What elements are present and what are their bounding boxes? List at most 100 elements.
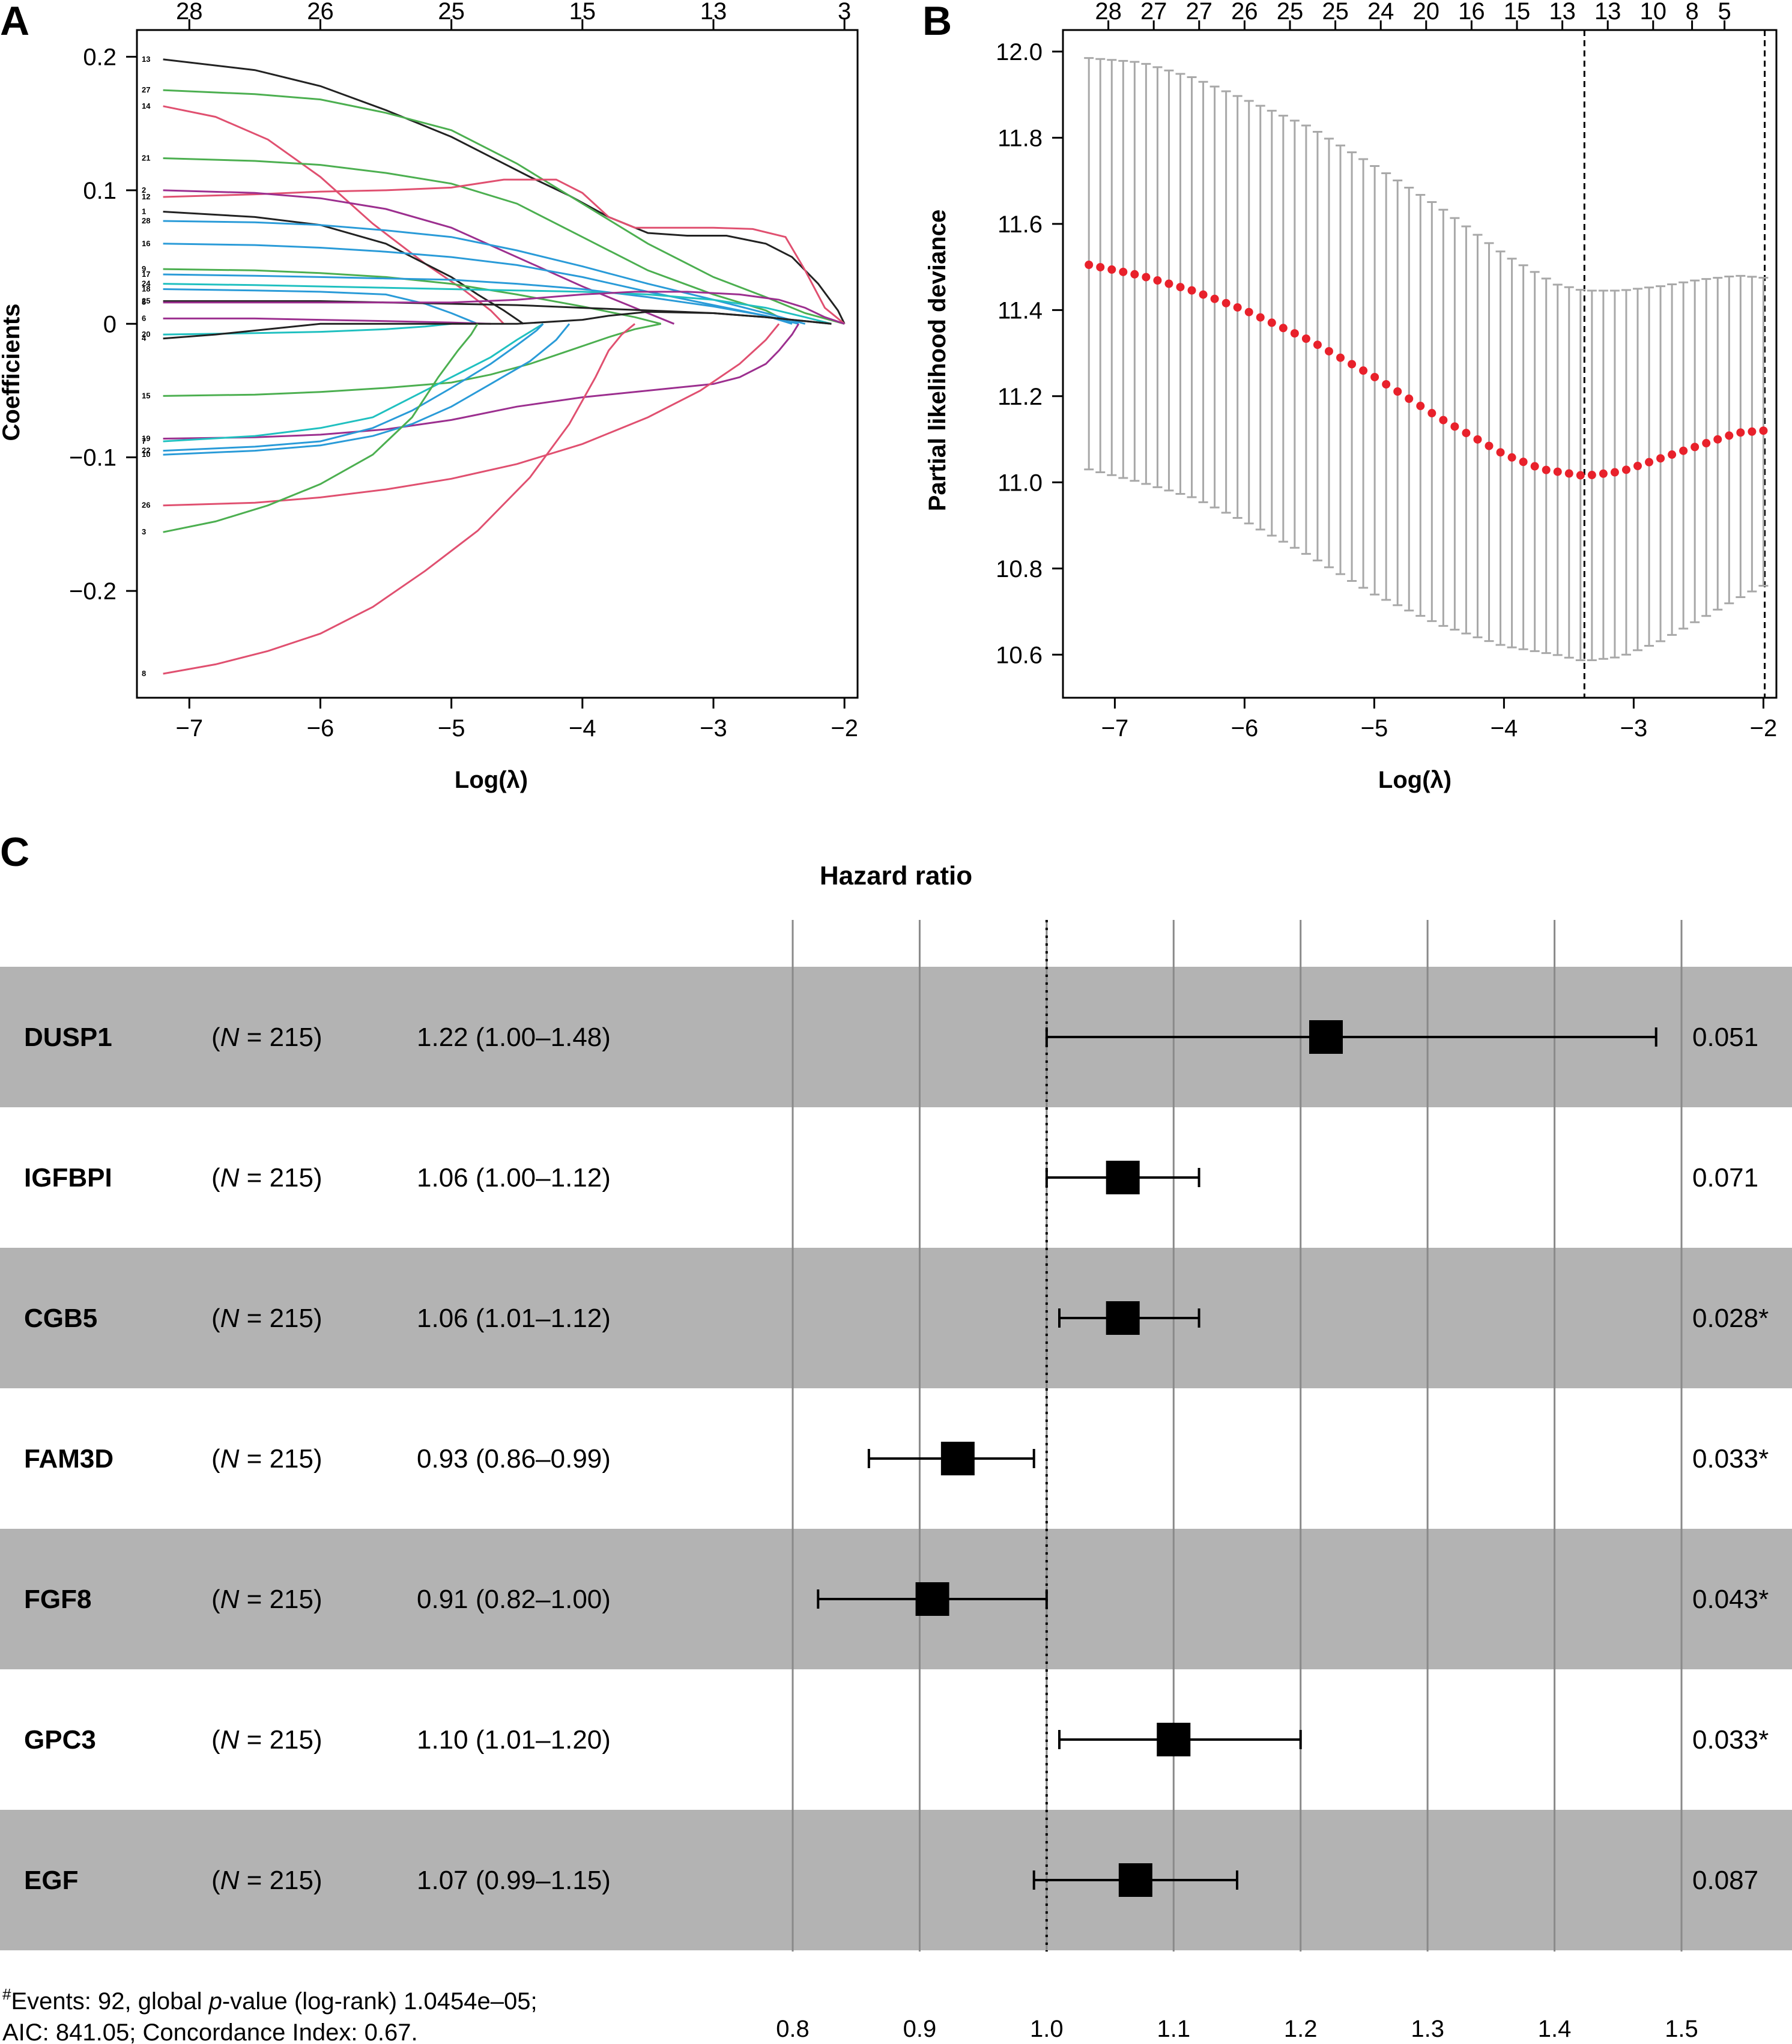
- cv-mean-point: [1164, 279, 1173, 288]
- coefficient-path-21: [163, 157, 793, 325]
- cv-mean-point: [1725, 431, 1734, 440]
- cv-mean-point: [1142, 273, 1151, 282]
- panel-a-top-tick-label: 26: [307, 0, 334, 25]
- panel-b-x-tick-label: −6: [1231, 715, 1259, 742]
- cv-mean-point: [1085, 260, 1094, 269]
- cv-mean-point: [1267, 318, 1276, 327]
- panel-a-y-tick-label: −0.2: [69, 578, 117, 605]
- panel-b-y-tick-label: 11.2: [997, 384, 1043, 410]
- panel-b-plot-frame: [1062, 29, 1778, 699]
- coefficient-path-5: [163, 291, 845, 325]
- forest-hr-ci-label: 1.07 (0.99–1.15): [417, 1866, 611, 1895]
- coefficient-path-label: 13: [142, 55, 150, 64]
- panel-b-top-tick-label: 25: [1277, 0, 1304, 25]
- panel-b-letter: B: [922, 0, 952, 44]
- coefficient-path-label: 15: [142, 391, 150, 400]
- coefficient-path-label: 27: [142, 85, 150, 94]
- panel-a-letter: A: [0, 0, 29, 44]
- panel-b-top-tick-label: 16: [1458, 0, 1485, 25]
- coefficient-path-13: [163, 58, 846, 324]
- forest-gene-label: FGF8: [24, 1585, 91, 1614]
- panel-b-top-tick-label: 5: [1718, 0, 1731, 25]
- cv-mean-point: [1382, 379, 1391, 389]
- coefficient-path-18: [163, 288, 478, 325]
- panel-b: B Log(λ) Partial likelihood deviance −7 −…: [922, 0, 1778, 793]
- cv-mean-point: [1359, 366, 1368, 375]
- forest-p-value: 0.051: [1692, 1023, 1758, 1052]
- cv-mean-point: [1645, 458, 1654, 467]
- panel-b-y-tick-label: 11.8: [997, 125, 1043, 151]
- forest-hr-ci-label: 1.22 (1.00–1.48): [417, 1023, 611, 1052]
- cv-mean-point: [1462, 429, 1471, 438]
- forest-row-band: [0, 1810, 1792, 1950]
- panel-b-y-tick-label: 11.6: [997, 211, 1043, 238]
- coefficient-path-3: [163, 323, 479, 533]
- forest-x-tick-label: 0.9: [903, 2016, 937, 2042]
- forest-gene-label: EGF: [24, 1866, 78, 1895]
- panel-a-x-tick-label: −6: [307, 715, 334, 742]
- forest-x-tick-label: 1.0: [1030, 2016, 1064, 2042]
- forest-hr-ci-label: 0.91 (0.82–1.00): [417, 1585, 611, 1614]
- panel-a-x-axis-label: Log(λ): [455, 767, 528, 793]
- panel-a-y-tick-label: 0.2: [83, 44, 117, 70]
- cv-mean-point: [1702, 439, 1711, 448]
- cv-mean-point: [1656, 454, 1665, 463]
- panel-a-x-tick-label: −7: [175, 715, 203, 742]
- forest-n-label: (N = 215): [211, 1866, 322, 1895]
- coefficient-path-8: [163, 323, 636, 675]
- forest-hr-square: [1118, 1863, 1152, 1897]
- cv-mean-point: [1348, 360, 1357, 369]
- panel-a-y-tick-label: −0.1: [69, 445, 117, 471]
- coefficient-path-label: 1: [142, 207, 146, 216]
- panel-b-y-tick-label: 11.4: [997, 297, 1043, 324]
- cv-mean-point: [1713, 435, 1722, 444]
- cv-mean-point: [1221, 298, 1230, 307]
- forest-gene-label: DUSP1: [24, 1023, 112, 1052]
- coefficient-path-12: [163, 178, 846, 325]
- cv-mean-point: [1427, 409, 1436, 418]
- footnote-events: Events: 92, global: [11, 1988, 208, 2015]
- coefficient-path-19: [163, 323, 800, 440]
- forest-hr-square: [940, 1442, 975, 1475]
- coefficient-path-label: 8: [142, 669, 146, 678]
- cv-mean-point: [1199, 290, 1208, 299]
- coefficient-path-label: 14: [142, 101, 151, 110]
- forest-n-label: (N = 215): [211, 1304, 322, 1333]
- panel-b-top-tick-label: 15: [1504, 0, 1531, 25]
- coefficient-path-label: 24: [142, 279, 151, 288]
- cv-mean-point: [1107, 265, 1116, 274]
- panel-b-top-tick-label: 27: [1186, 0, 1213, 25]
- forest-p-value: 0.087: [1692, 1866, 1758, 1895]
- coefficient-path-22: [163, 323, 544, 452]
- cv-mean-point: [1313, 340, 1322, 349]
- coefficient-path-9: [163, 268, 662, 325]
- coefficient-path-label: 21: [142, 154, 150, 163]
- coefficient-path-28: [163, 220, 806, 325]
- cv-mean-point: [1519, 458, 1528, 467]
- forest-hr-square: [1106, 1161, 1140, 1194]
- panel-a-x-tick-label: −2: [831, 715, 858, 742]
- panel-b-top-tick-label: 24: [1367, 0, 1394, 25]
- cv-mean-point: [1564, 469, 1573, 478]
- cv-mean-point: [1610, 468, 1619, 477]
- cv-mean-point: [1210, 294, 1219, 303]
- cv-mean-point: [1370, 372, 1379, 381]
- panel-a-top-tick-label: 15: [569, 0, 596, 25]
- footnote-line-2: AIC: 841.05; Concordance Index: 0.67.: [2, 2019, 418, 2044]
- forest-n-label: (N = 215): [211, 1725, 322, 1755]
- coefficient-path-label: 12: [142, 192, 150, 201]
- coefficient-path-2: [163, 189, 675, 325]
- panel-b-top-tick-label: 25: [1322, 0, 1349, 25]
- coefficient-path-label: 10: [142, 450, 150, 459]
- cv-mean-point: [1176, 283, 1185, 292]
- coefficient-path-26: [163, 323, 780, 507]
- coefficient-path-label: 6: [142, 313, 146, 322]
- forest-n-label: (N = 215): [211, 1585, 322, 1614]
- coefficient-path-label: 25: [142, 296, 150, 305]
- panel-a-x-tick-label: −5: [438, 715, 465, 742]
- cv-mean-point: [1416, 402, 1425, 411]
- panel-b-top-tick-label: 10: [1640, 0, 1667, 25]
- footnote-mark: #: [2, 1985, 11, 2003]
- forest-p-value: 0.033*: [1692, 1444, 1769, 1474]
- coefficient-path-17: [163, 273, 799, 325]
